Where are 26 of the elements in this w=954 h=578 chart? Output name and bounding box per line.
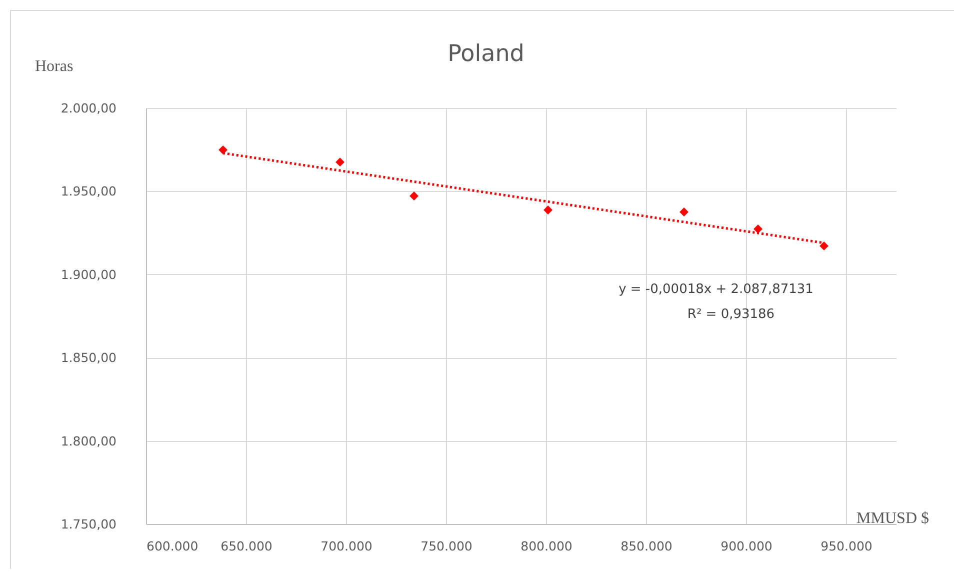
x-tick-label: 900.000 [720, 538, 772, 554]
x-tick-label: 850.000 [620, 538, 672, 554]
chart-title: Poland [448, 41, 524, 67]
y-tick-label: 1.750,00 [60, 516, 117, 532]
point [218, 145, 228, 154]
point [680, 208, 688, 216]
y-tick-label: 1.950,00 [60, 184, 117, 199]
point [410, 192, 418, 200]
y-tick-label: 2.000,00 [60, 100, 117, 116]
x-tick-label: 600.000 [146, 538, 198, 554]
x-tick-label: 750.000 [420, 538, 472, 554]
point [544, 206, 552, 214]
y-axis-title: Horas [35, 58, 74, 75]
x-tick-label: 650.000 [220, 538, 272, 554]
y-tick-label: 1.850,00 [60, 350, 117, 366]
x-tick-label: 950.000 [820, 538, 872, 554]
y-tick-label: 1.900,00 [60, 266, 117, 282]
point [820, 241, 828, 250]
annotation: R² = 0,93186 [687, 307, 775, 322]
point [754, 224, 762, 234]
x-tick-label: 700.000 [320, 538, 372, 554]
annotation: y = -0,00018x + 2.087,87131 [618, 282, 814, 297]
x-axis-title: MMUSD $ [856, 510, 929, 527]
y-tick-label: 1.800,00 [60, 433, 117, 448]
x-tick-label: 800.000 [520, 538, 572, 554]
point [336, 158, 344, 167]
